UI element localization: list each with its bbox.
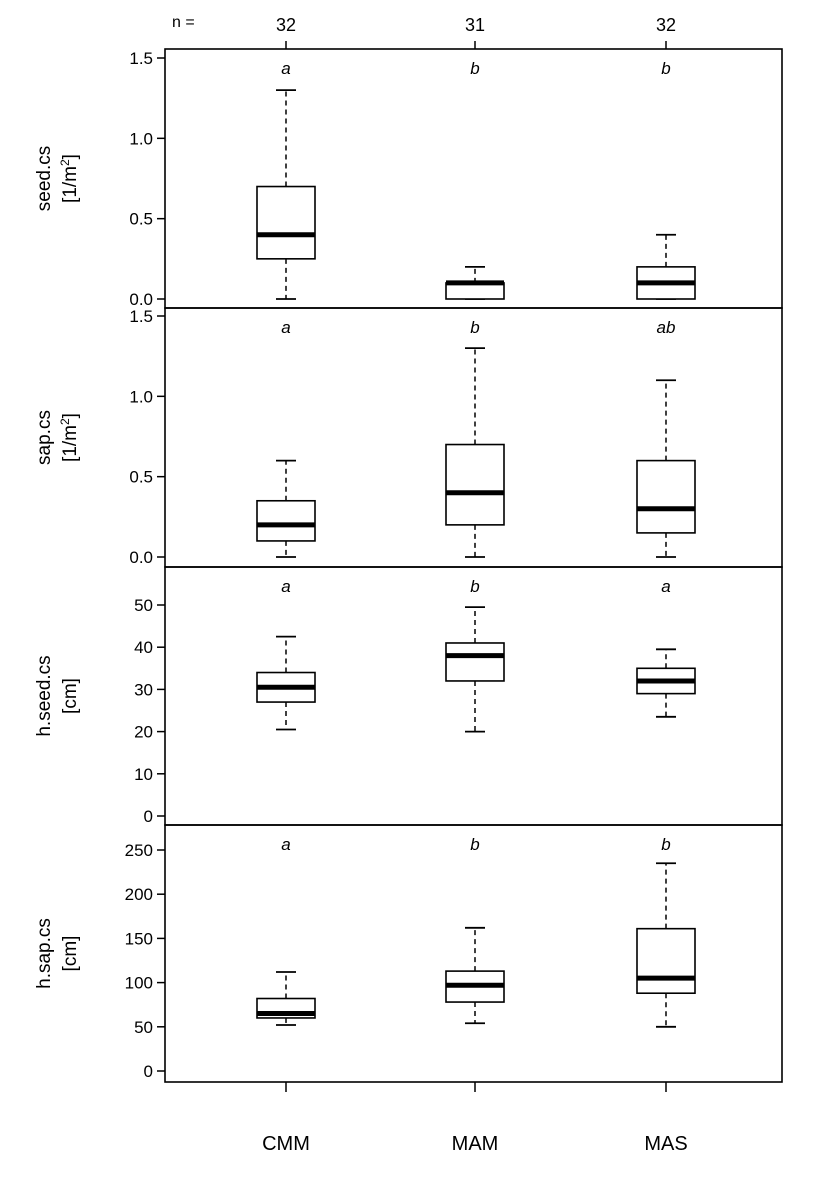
y-tick-label: 0 xyxy=(144,807,153,826)
y-tick-label: 1.0 xyxy=(129,129,153,148)
y-tick-label: 0.5 xyxy=(129,468,153,487)
y-axis-unit-4: [cm] xyxy=(60,936,81,972)
y-tick-label: 20 xyxy=(134,723,153,742)
box-mas xyxy=(636,927,696,995)
y-tick-label: 1.5 xyxy=(129,49,153,68)
significance-letter: b xyxy=(470,59,479,78)
x-tick-label-cmm: CMM xyxy=(262,1133,310,1155)
box-cmm xyxy=(256,499,316,542)
y-axis-label-2: sap.cs xyxy=(34,410,55,465)
significance-letter: b xyxy=(470,318,479,337)
n-value-mas: 32 xyxy=(656,15,676,35)
y-tick-label: 10 xyxy=(134,765,153,784)
significance-letter: a xyxy=(281,318,290,337)
y-axis-unit-1: [1/m2] xyxy=(58,154,81,203)
y-axis-label-3: h.seed.cs xyxy=(34,655,55,736)
box-mam xyxy=(445,443,505,526)
x-tick-label-mas: MAS xyxy=(644,1133,687,1155)
y-tick-label: 100 xyxy=(125,974,153,993)
significance-letter: b xyxy=(470,835,479,854)
significance-letter: a xyxy=(281,59,290,78)
y-tick-label: 40 xyxy=(134,638,153,657)
y-tick-label: 0.0 xyxy=(129,290,153,309)
x-tick-label-mam: MAM xyxy=(452,1133,499,1155)
y-axis-label-4: h.sap.cs xyxy=(34,918,55,989)
significance-letter: a xyxy=(281,835,290,854)
y-tick-label: 1.5 xyxy=(129,307,153,326)
panel-frame-4 xyxy=(164,824,783,1083)
y-tick-label: 50 xyxy=(134,596,153,615)
box-cmm xyxy=(256,185,316,260)
box-mas xyxy=(636,459,696,534)
y-tick-label: 0 xyxy=(144,1062,153,1081)
y-axis-unit-3: [cm] xyxy=(60,678,81,714)
significance-letter: b xyxy=(661,835,670,854)
n-value-mam: 31 xyxy=(465,15,485,35)
y-tick-label: 0.5 xyxy=(129,210,153,229)
y-axis-unit-2: [1/m2] xyxy=(58,413,81,462)
y-tick-label: 200 xyxy=(125,885,153,904)
significance-letter: b xyxy=(470,577,479,596)
y-tick-label: 30 xyxy=(134,680,153,699)
y-tick-label: 0.0 xyxy=(129,548,153,567)
significance-letter: a xyxy=(281,577,290,596)
n-value-cmm: 32 xyxy=(276,15,296,35)
y-tick-label: 50 xyxy=(134,1018,153,1037)
n-label: n = xyxy=(172,14,195,31)
significance-letter: b xyxy=(661,59,670,78)
significance-letter: ab xyxy=(657,318,676,337)
y-tick-label: 1.0 xyxy=(129,387,153,406)
significance-letter: a xyxy=(661,577,670,596)
y-tick-label: 250 xyxy=(125,841,153,860)
y-axis-label-1: seed.cs xyxy=(34,146,55,211)
y-tick-label: 150 xyxy=(125,929,153,948)
box-mam xyxy=(445,642,505,682)
